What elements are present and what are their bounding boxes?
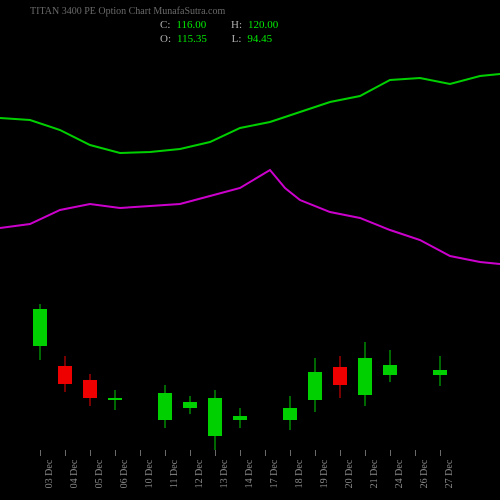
- x-tickmark: [65, 450, 66, 456]
- x-tickmark: [290, 450, 291, 456]
- close-value: 116.00: [176, 19, 206, 31]
- x-tickmark: [365, 450, 366, 456]
- x-tick-label: 03 Dec: [44, 454, 50, 494]
- x-tickmark: [90, 450, 91, 456]
- high-value: 120.00: [248, 19, 278, 31]
- x-tickmark: [340, 450, 341, 456]
- x-axis: 03 Dec 04 Dec 05 Dec 06 Dec 10 Dec 11 Dec 12 D…: [0, 452, 500, 500]
- candle-body: [233, 416, 247, 420]
- x-tick-label: 26 Dec: [419, 454, 425, 494]
- x-tick-label: 10 Dec: [144, 454, 150, 494]
- x-tick-label: 13 Dec: [219, 454, 225, 494]
- candle-body: [158, 393, 172, 420]
- candle: [383, 40, 397, 450]
- x-tick-label: 17 Dec: [269, 454, 275, 494]
- candle-body: [433, 370, 447, 375]
- chart-title: TITAN 3400 PE Option Chart MunafaSutra.c…: [30, 6, 225, 17]
- candle-body: [383, 365, 397, 375]
- candle: [333, 40, 347, 450]
- x-tickmark: [115, 450, 116, 456]
- x-tick-label: 11 Dec: [169, 454, 175, 494]
- candle: [183, 40, 197, 450]
- x-tickmark: [265, 450, 266, 456]
- x-tickmark: [415, 450, 416, 456]
- x-tickmark: [240, 450, 241, 456]
- candle-body: [183, 402, 197, 408]
- candle: [208, 40, 222, 450]
- high-label: H:: [231, 19, 242, 31]
- candle: [283, 40, 297, 450]
- candle: [58, 40, 72, 450]
- candle: [83, 40, 97, 450]
- x-tickmark: [190, 450, 191, 456]
- x-tick-label: 14 Dec: [244, 454, 250, 494]
- candle-body: [83, 380, 97, 398]
- candle-body: [108, 398, 122, 400]
- line-series-green: [0, 74, 500, 153]
- candle-wick: [115, 390, 116, 410]
- x-tickmark: [390, 450, 391, 456]
- x-tick-label: 21 Dec: [369, 454, 375, 494]
- candle: [433, 40, 447, 450]
- candle: [33, 40, 47, 450]
- candle: [233, 40, 247, 450]
- x-tickmark: [315, 450, 316, 456]
- x-tick-label: 06 Dec: [119, 454, 125, 494]
- x-tick-label: 12 Dec: [194, 454, 200, 494]
- x-tickmark: [440, 450, 441, 456]
- candle: [308, 40, 322, 450]
- candle: [358, 40, 372, 450]
- candle: [158, 40, 172, 450]
- candle-body: [283, 408, 297, 420]
- x-tickmark: [165, 450, 166, 456]
- candle-body: [308, 372, 322, 400]
- candle: [108, 40, 122, 450]
- option-chart: TITAN 3400 PE Option Chart MunafaSutra.c…: [0, 0, 500, 500]
- candle-body: [33, 309, 47, 346]
- x-tickmark: [215, 450, 216, 456]
- x-tickmark: [140, 450, 141, 456]
- x-tick-label: 24 Dec: [394, 454, 400, 494]
- candle-body: [358, 358, 372, 395]
- candle-body: [58, 366, 72, 384]
- x-tick-label: 20 Dec: [344, 454, 350, 494]
- candle-body: [208, 398, 222, 436]
- candle-body: [333, 367, 347, 385]
- x-tickmark: [40, 450, 41, 456]
- x-tick-label: 05 Dec: [94, 454, 100, 494]
- x-tick-label: 27 Dec: [444, 454, 450, 494]
- close-label: C:: [160, 19, 170, 31]
- x-tick-label: 19 Dec: [319, 454, 325, 494]
- line-series-svg: [0, 40, 500, 450]
- x-tick-label: 18 Dec: [294, 454, 300, 494]
- x-tick-label: 04 Dec: [69, 454, 75, 494]
- plot-area: [0, 40, 500, 450]
- line-series-magenta: [0, 170, 500, 264]
